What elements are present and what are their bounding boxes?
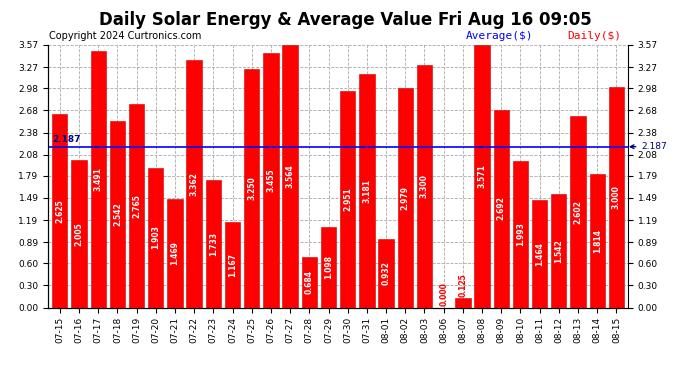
Text: 1.098: 1.098 [324,255,333,279]
Text: 1.469: 1.469 [170,242,179,266]
Bar [264,54,279,307]
Bar [167,200,183,308]
Bar [206,180,221,308]
Text: 3.300: 3.300 [420,174,429,198]
Bar [244,69,259,308]
Text: 3.571: 3.571 [477,164,486,188]
Text: 2.602: 2.602 [573,200,582,224]
Bar [110,121,125,308]
Bar [302,257,317,307]
Text: 1.733: 1.733 [209,232,218,256]
Text: 2.542: 2.542 [113,202,122,226]
Bar [90,51,106,308]
Text: 2.625: 2.625 [55,199,64,223]
Text: 0.932: 0.932 [382,261,391,285]
Bar [186,60,202,308]
Text: 3.250: 3.250 [247,176,256,200]
Text: Daily($): Daily($) [567,31,621,40]
Bar [71,160,87,308]
Text: 3.362: 3.362 [190,172,199,196]
Text: 0.684: 0.684 [305,270,314,294]
Text: Daily Solar Energy & Average Value Fri Aug 16 09:05: Daily Solar Energy & Average Value Fri A… [99,11,591,29]
Text: 3.455: 3.455 [266,169,275,192]
Bar [148,168,164,308]
Text: 2.187: 2.187 [52,135,81,144]
Text: 2.187: 2.187 [630,142,667,151]
Bar [417,65,432,308]
Text: 3.491: 3.491 [94,167,103,191]
Bar [532,200,547,308]
Bar [589,174,605,308]
Bar [474,45,490,308]
Bar [52,114,68,308]
Text: 2.692: 2.692 [497,196,506,220]
Bar [493,110,509,308]
Text: 1.903: 1.903 [151,226,160,249]
Text: 1.464: 1.464 [535,242,544,266]
Text: 2.765: 2.765 [132,194,141,218]
Bar [321,227,336,308]
Bar [571,116,586,308]
Text: 1.814: 1.814 [593,229,602,253]
Bar [129,104,144,308]
Text: Average($): Average($) [466,31,533,40]
Text: 3.000: 3.000 [612,185,621,209]
Text: 1.542: 1.542 [554,239,563,262]
Text: 2.005: 2.005 [75,222,83,246]
Bar [455,298,471,307]
Text: 1.167: 1.167 [228,253,237,277]
Text: 2.979: 2.979 [401,186,410,210]
Text: 3.564: 3.564 [286,165,295,188]
Bar [225,222,240,308]
Text: 1.993: 1.993 [516,222,525,246]
Text: 2.951: 2.951 [343,187,352,211]
Text: 3.181: 3.181 [362,178,371,203]
Text: 0.125: 0.125 [458,273,467,297]
Bar [551,194,566,308]
Bar [340,90,355,308]
Text: 0.000: 0.000 [439,282,449,306]
Bar [609,87,624,308]
Bar [397,88,413,308]
Bar [513,161,528,308]
Text: Copyright 2024 Curtronics.com: Copyright 2024 Curtronics.com [50,31,202,40]
Bar [378,239,394,308]
Bar [282,45,298,308]
Bar [359,74,375,308]
